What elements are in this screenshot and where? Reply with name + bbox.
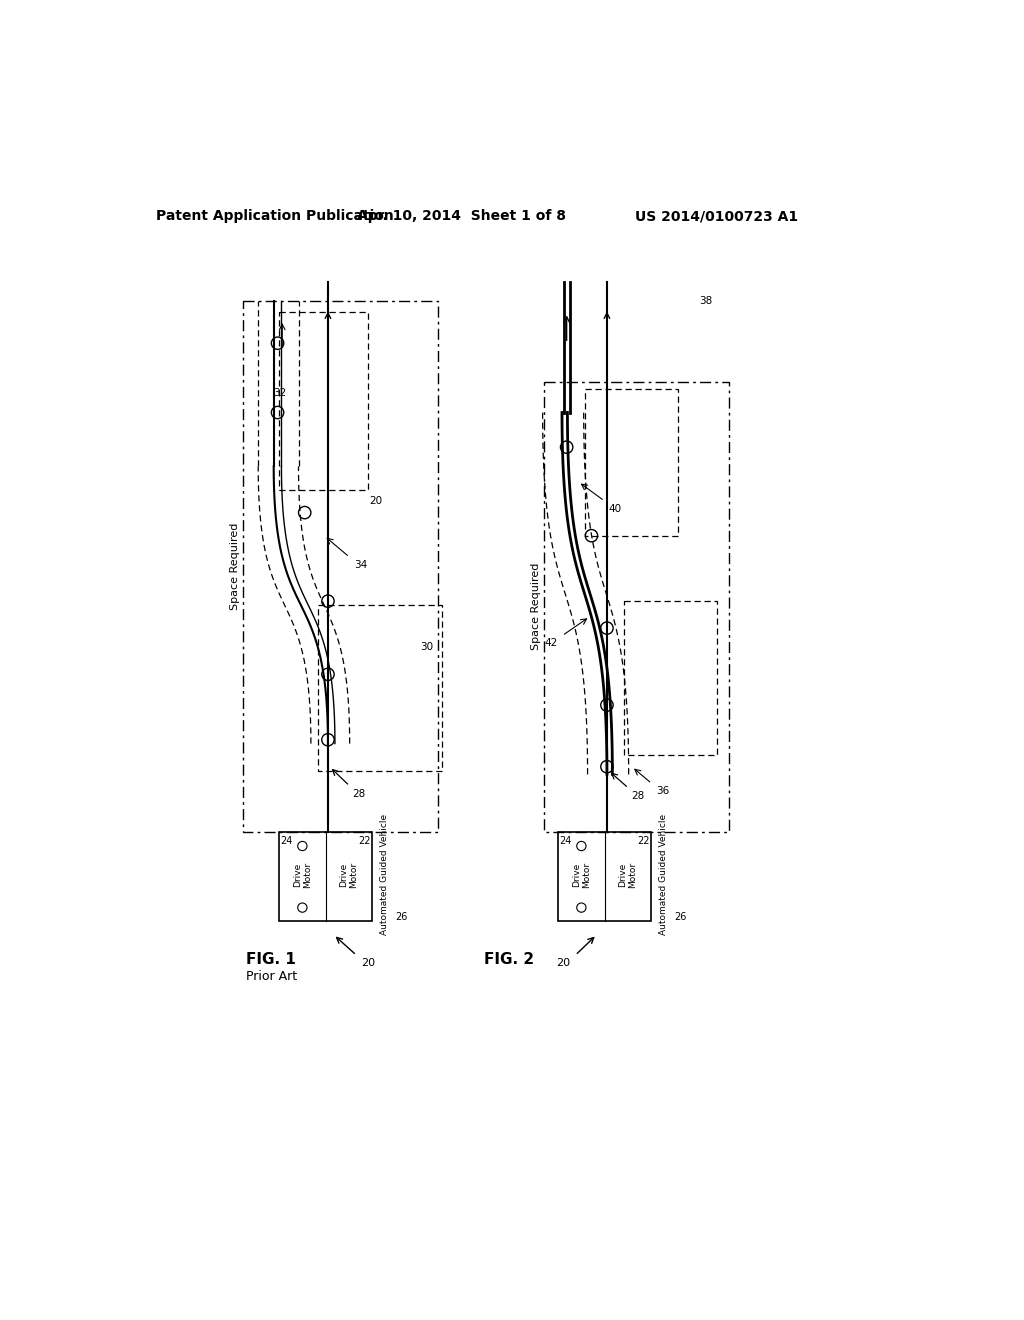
Text: 28: 28 bbox=[352, 788, 366, 799]
Text: 30: 30 bbox=[420, 643, 433, 652]
Text: 40: 40 bbox=[608, 504, 622, 513]
Text: 20: 20 bbox=[370, 496, 383, 506]
Text: Patent Application Publication: Patent Application Publication bbox=[157, 209, 394, 223]
Text: 32: 32 bbox=[273, 388, 287, 399]
Text: 28: 28 bbox=[632, 791, 644, 801]
Text: FIG. 2: FIG. 2 bbox=[484, 952, 535, 966]
Text: US 2014/0100723 A1: US 2014/0100723 A1 bbox=[636, 209, 799, 223]
Text: 20: 20 bbox=[361, 958, 376, 968]
Text: Drive
Motor: Drive Motor bbox=[339, 862, 358, 887]
Text: 26: 26 bbox=[395, 912, 408, 921]
Text: 36: 36 bbox=[656, 787, 670, 796]
Text: 42: 42 bbox=[545, 639, 558, 648]
Text: Drive
Motor: Drive Motor bbox=[293, 862, 312, 887]
Text: 24: 24 bbox=[281, 837, 293, 846]
Text: 26: 26 bbox=[675, 912, 687, 921]
Text: 38: 38 bbox=[698, 296, 712, 306]
Text: Drive
Motor: Drive Motor bbox=[571, 862, 591, 887]
Text: 22: 22 bbox=[637, 837, 649, 846]
Text: 20: 20 bbox=[556, 958, 570, 968]
Text: Automated Guided Vehicle: Automated Guided Vehicle bbox=[658, 814, 668, 935]
Text: Automated Guided Vehicle: Automated Guided Vehicle bbox=[380, 814, 389, 935]
Text: Drive
Motor: Drive Motor bbox=[618, 862, 638, 887]
Text: Apr. 10, 2014  Sheet 1 of 8: Apr. 10, 2014 Sheet 1 of 8 bbox=[356, 209, 565, 223]
Text: Space Required: Space Required bbox=[230, 523, 240, 610]
Text: Prior Art: Prior Art bbox=[246, 970, 297, 982]
Text: 22: 22 bbox=[358, 837, 371, 846]
Text: Space Required: Space Required bbox=[531, 562, 542, 651]
Text: 34: 34 bbox=[354, 560, 368, 570]
Text: 24: 24 bbox=[560, 837, 572, 846]
Text: FIG. 1: FIG. 1 bbox=[246, 952, 296, 966]
